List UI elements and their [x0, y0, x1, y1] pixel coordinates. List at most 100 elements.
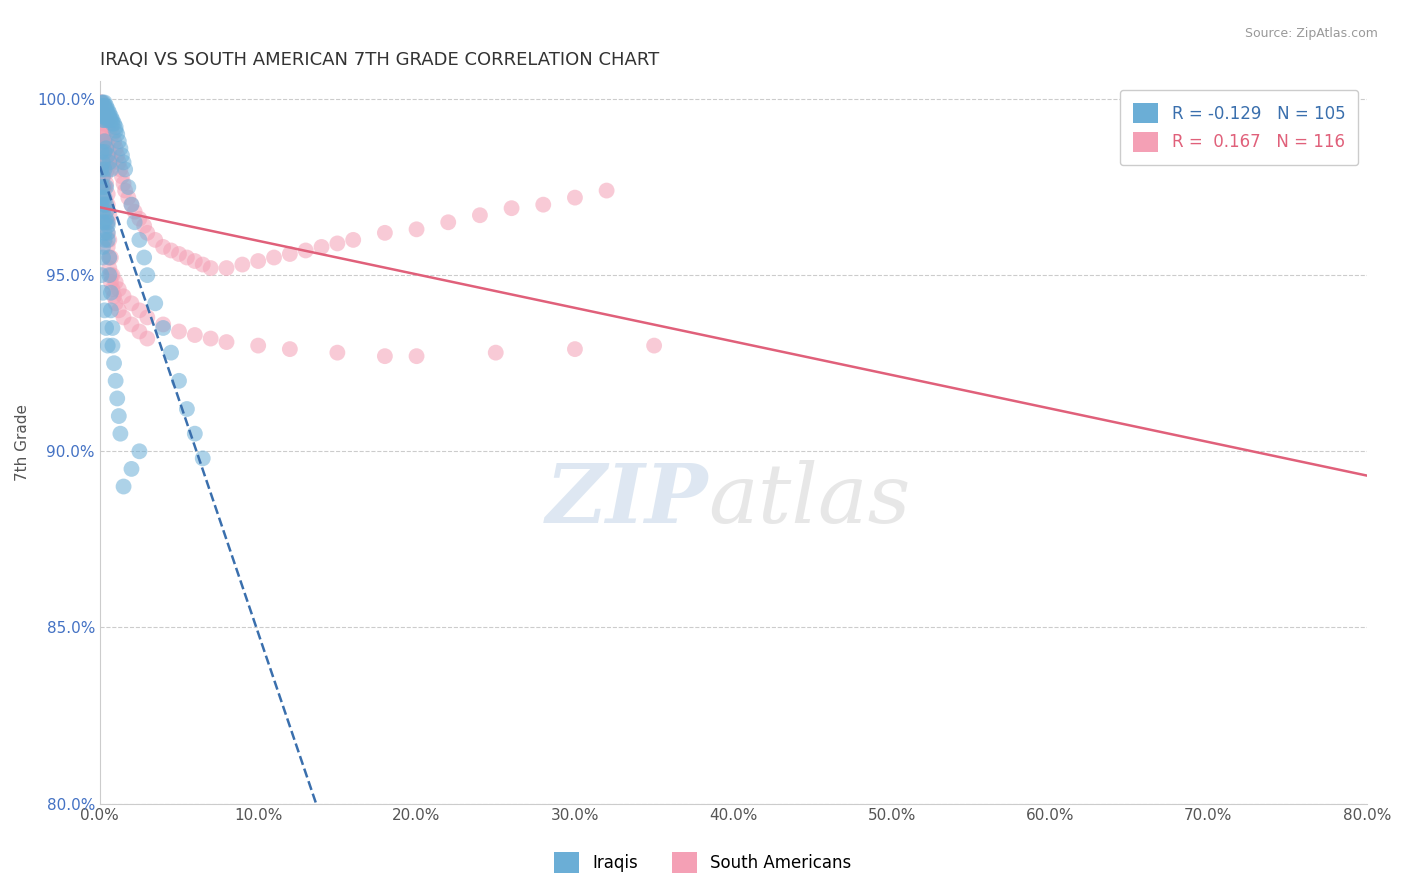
Point: [121, 296, 143, 310]
Point: [152, 240, 174, 254]
Point: [90, 95, 112, 110]
Point: [108, 155, 131, 169]
Point: [93, 155, 115, 169]
Point: [94, 99, 117, 113]
Point: [97, 233, 120, 247]
Point: [136, 226, 159, 240]
Point: [93, 145, 115, 159]
Point: [326, 345, 349, 359]
Point: [98, 208, 121, 222]
Point: [643, 338, 665, 352]
Point: [98, 155, 121, 169]
Point: [94, 110, 117, 124]
Point: [94, 197, 117, 211]
Point: [94, 166, 117, 180]
Point: [93, 103, 115, 117]
Point: [90, 103, 112, 117]
Point: [136, 310, 159, 325]
Point: [100, 110, 122, 124]
Point: [94, 103, 117, 117]
Point: [91, 162, 114, 177]
Point: [247, 254, 270, 268]
Point: [191, 258, 214, 272]
Point: [93, 303, 115, 318]
Point: [101, 127, 124, 141]
Point: [103, 356, 125, 370]
Point: [93, 120, 115, 135]
Point: [90, 127, 112, 141]
Point: [97, 148, 120, 162]
Point: [134, 219, 156, 233]
Point: [97, 113, 120, 128]
Point: [167, 325, 190, 339]
Legend: R = -0.129   N = 105, R =  0.167   N = 116: R = -0.129 N = 105, R = 0.167 N = 116: [1119, 90, 1358, 165]
Point: [91, 110, 114, 124]
Point: [108, 282, 131, 296]
Point: [112, 155, 135, 169]
Point: [112, 310, 135, 325]
Point: [91, 117, 114, 131]
Point: [405, 349, 427, 363]
Point: [97, 187, 120, 202]
Point: [93, 180, 115, 194]
Point: [100, 268, 122, 282]
Point: [90, 197, 112, 211]
Point: [101, 268, 124, 282]
Point: [98, 106, 121, 120]
Point: [91, 113, 114, 128]
Point: [100, 275, 122, 289]
Point: [94, 177, 117, 191]
Point: [94, 204, 117, 219]
Y-axis label: 7th Grade: 7th Grade: [15, 404, 30, 481]
Point: [437, 215, 460, 229]
Point: [97, 197, 120, 211]
Point: [90, 268, 112, 282]
Point: [90, 99, 112, 113]
Point: [98, 145, 121, 159]
Point: [167, 247, 190, 261]
Point: [103, 117, 125, 131]
Point: [184, 328, 207, 343]
Point: [108, 134, 131, 148]
Point: [128, 211, 150, 226]
Point: [405, 222, 427, 236]
Point: [98, 268, 121, 282]
Point: [342, 233, 364, 247]
Point: [184, 254, 207, 268]
Point: [564, 342, 586, 356]
Point: [91, 169, 114, 184]
Point: [114, 184, 136, 198]
Point: [215, 261, 238, 276]
Point: [100, 251, 122, 265]
Point: [97, 137, 120, 152]
Point: [100, 113, 122, 128]
Point: [97, 162, 120, 177]
Point: [263, 251, 285, 265]
Point: [91, 95, 114, 110]
Point: [97, 215, 120, 229]
Point: [91, 134, 114, 148]
Point: [93, 233, 115, 247]
Point: [117, 191, 139, 205]
Point: [114, 162, 136, 177]
Point: [93, 99, 115, 113]
Point: [294, 244, 316, 258]
Point: [93, 110, 115, 124]
Point: [90, 106, 112, 120]
Point: [90, 162, 112, 177]
Point: [247, 338, 270, 352]
Point: [91, 251, 114, 265]
Point: [97, 110, 120, 124]
Point: [215, 334, 238, 349]
Point: [90, 191, 112, 205]
Point: [108, 409, 131, 423]
Point: [91, 204, 114, 219]
Point: [93, 215, 115, 229]
Point: [176, 402, 198, 417]
Text: Source: ZipAtlas.com: Source: ZipAtlas.com: [1244, 27, 1378, 40]
Point: [100, 162, 122, 177]
Point: [93, 191, 115, 205]
Point: [152, 318, 174, 332]
Point: [93, 95, 115, 110]
Point: [124, 204, 146, 219]
